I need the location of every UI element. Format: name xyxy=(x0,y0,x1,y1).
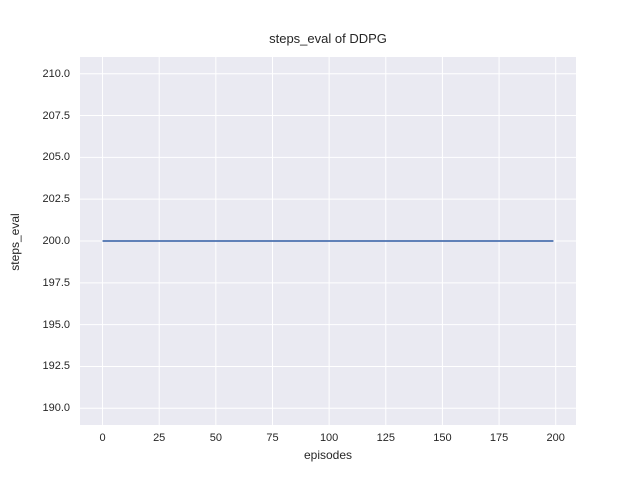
x-tick-label: 200 xyxy=(546,432,565,444)
plot-area xyxy=(80,57,576,425)
y-tick-label: 202.5 xyxy=(42,193,70,206)
y-tick-label: 207.5 xyxy=(42,109,70,122)
x-tick-label: 100 xyxy=(319,432,339,444)
y-tick-label: 200.0 xyxy=(42,235,70,247)
y-tick-label: 195.0 xyxy=(42,318,70,331)
x-tick-label: 125 xyxy=(376,432,395,444)
y-tick-label: 205.0 xyxy=(42,151,70,164)
y-tick-label: 197.5 xyxy=(42,276,70,289)
x-tick-label: 50 xyxy=(209,432,222,444)
x-tick-label: 75 xyxy=(266,432,279,444)
x-tick-label: 175 xyxy=(489,432,509,444)
y-tick-label: 210.0 xyxy=(42,67,70,80)
y-tick-label: 190.0 xyxy=(42,402,70,415)
x-tick-label: 150 xyxy=(433,432,452,444)
y-tick-label: 192.5 xyxy=(42,360,70,373)
chart-title: steps_eval of DDPG xyxy=(269,31,387,46)
x-tick-label: 0 xyxy=(99,432,106,444)
x-axis-label: episodes xyxy=(303,448,353,462)
x-tick-label: 25 xyxy=(153,432,166,444)
